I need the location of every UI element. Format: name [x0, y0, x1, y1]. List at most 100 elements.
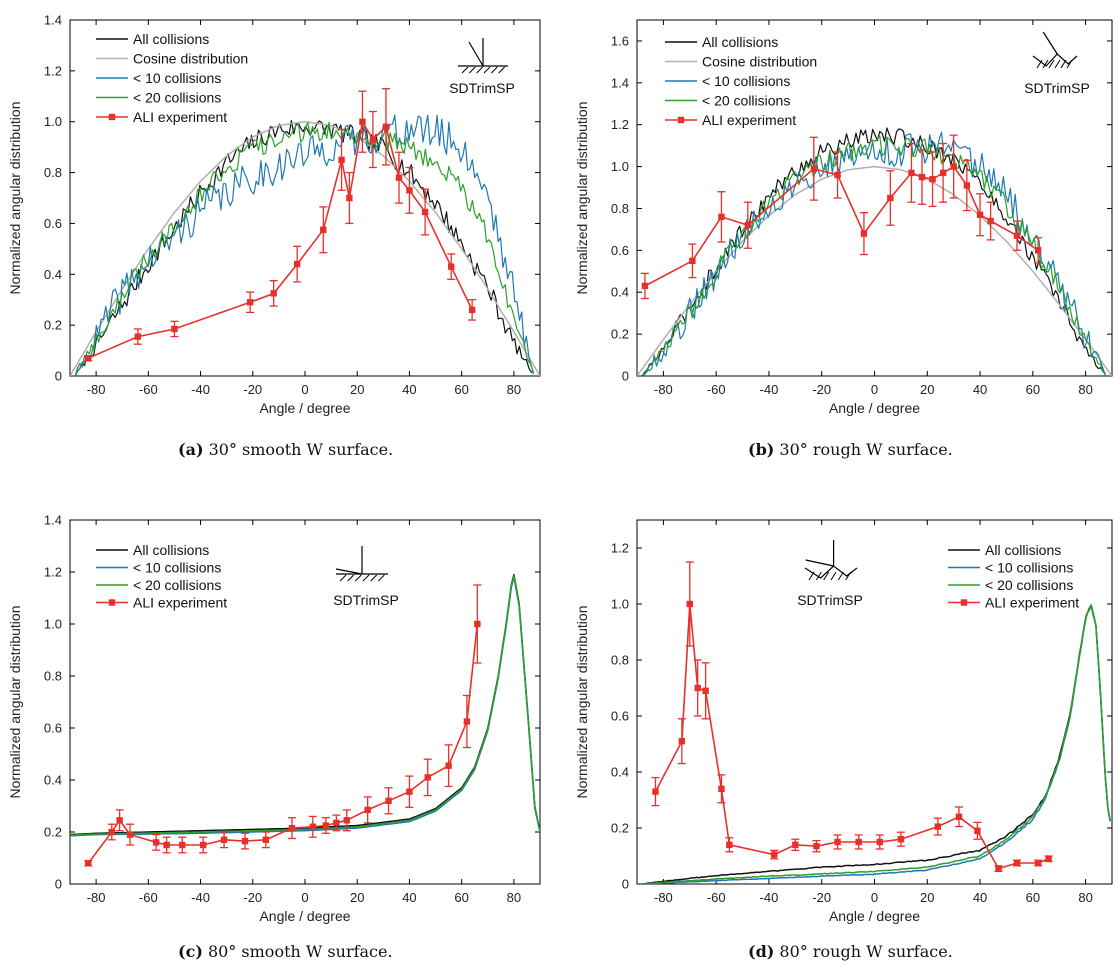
- y-tick-label: 0.2: [44, 318, 62, 333]
- legend-label: ALI experiment: [133, 109, 227, 125]
- chart-panel-c: -80 -60 -40 -20 0 20 40 60 80 0 0.2 0.4 0.6 0.8 1.0 1.2…: [7, 513, 541, 924]
- x-tick-label: -60: [139, 382, 158, 397]
- data-point: [834, 838, 841, 846]
- legend-label: < 20 collisions: [702, 93, 790, 109]
- x-tick-label: 20: [350, 890, 364, 905]
- data-point: [448, 263, 455, 270]
- data-point: [834, 171, 841, 179]
- legend: All collisions < 10 collisions< 20 collis…: [948, 542, 1079, 611]
- legend-label: ALI experiment: [133, 595, 227, 611]
- x-tick-label: 40: [973, 382, 987, 397]
- y-tick-label: 0.4: [44, 267, 62, 282]
- series-line: [74, 114, 535, 376]
- legend-label: All collisions: [133, 542, 209, 558]
- legend-label: < 20 collisions: [133, 577, 221, 593]
- surface-hatch: [370, 574, 378, 582]
- data-point: [1013, 232, 1021, 239]
- y-tick-label: 1.4: [611, 75, 629, 90]
- x-tick-label: -20: [243, 890, 262, 905]
- data-point: [934, 823, 942, 830]
- legend-label: < 10 collisions: [133, 560, 221, 576]
- x-tick-label: 80: [1078, 382, 1092, 397]
- data-point: [395, 174, 403, 181]
- data-point: [108, 828, 115, 836]
- surface-hatch: [498, 66, 506, 74]
- data-point: [322, 822, 330, 829]
- y-tick-label: 0.2: [611, 821, 629, 836]
- x-tick-label: -20: [812, 382, 831, 397]
- x-tick-label: 80: [507, 890, 521, 905]
- data-point: [950, 163, 957, 170]
- caption-a: (a) 30° smooth W surface.: [178, 440, 394, 459]
- data-point: [1034, 247, 1042, 254]
- x-tick-label: 0: [871, 890, 878, 905]
- data-point: [726, 841, 733, 848]
- series-line: [642, 604, 1111, 884]
- legend-label: Cosine distribution: [133, 51, 248, 67]
- x-tick-label: -80: [654, 890, 673, 905]
- y-tick-label: 0: [55, 369, 62, 384]
- data-point: [792, 841, 799, 848]
- surface-hatch: [815, 571, 822, 581]
- data-point: [152, 839, 160, 846]
- surface-hatch: [347, 574, 355, 582]
- x-tick-label: 20: [920, 890, 934, 905]
- data-point: [220, 836, 228, 843]
- data-point: [929, 175, 936, 183]
- x-tick-label: -20: [243, 382, 262, 397]
- x-tick-label: 0: [301, 890, 308, 905]
- y-tick-label: 1.0: [44, 114, 62, 129]
- surface-hatch: [1048, 59, 1055, 69]
- sdtrimsp-label: SDTrimSP: [449, 80, 515, 96]
- data-point: [987, 217, 994, 225]
- y-tick-label: 0.2: [611, 327, 629, 342]
- series-line: [70, 120, 540, 376]
- surface-hatch: [808, 571, 815, 581]
- data-point: [85, 355, 92, 362]
- data-point: [424, 774, 431, 781]
- y-tick-label: 0.4: [611, 285, 629, 300]
- data-point: [163, 841, 170, 849]
- series-line: [70, 576, 540, 837]
- x-tick-label: -40: [760, 890, 779, 905]
- surface-hatch: [461, 66, 469, 74]
- incident-beam: [805, 559, 834, 567]
- series-line: [87, 623, 479, 864]
- y-tick-label: 1.0: [611, 597, 629, 612]
- data-point: [652, 788, 659, 795]
- surface-hatch: [1066, 59, 1073, 69]
- y-tick-label: 0.8: [44, 669, 62, 684]
- y-tick-label: 1.2: [611, 541, 629, 556]
- series-line: [641, 131, 1106, 376]
- data-point: [270, 290, 277, 297]
- sdtrimsp-label: SDTrimSP: [333, 592, 399, 608]
- data-point: [939, 169, 947, 177]
- surface-hatch: [468, 66, 476, 74]
- x-tick-label: 80: [507, 382, 521, 397]
- data-point: [246, 299, 254, 306]
- data-point: [199, 841, 207, 849]
- x-tick-label: -60: [707, 890, 726, 905]
- series-line: [642, 135, 1106, 376]
- x-axis-label: Angle / degree: [829, 400, 920, 416]
- x-tick-label: -80: [87, 890, 106, 905]
- x-tick-label: -40: [760, 382, 779, 397]
- x-tick-label: -80: [654, 382, 673, 397]
- data-point: [338, 156, 345, 164]
- legend-marker: [960, 599, 968, 606]
- data-point: [421, 208, 429, 216]
- data-point: [995, 865, 1002, 872]
- data-point: [343, 817, 350, 824]
- x-tick-label: 60: [454, 382, 468, 397]
- data-point: [744, 222, 752, 229]
- y-tick-label: 0.6: [44, 721, 62, 736]
- data-point: [813, 843, 820, 850]
- x-tick-label: -60: [707, 382, 726, 397]
- data-point: [1013, 859, 1021, 867]
- data-point: [293, 260, 301, 268]
- x-axis-label: Angle / degree: [259, 400, 350, 416]
- incidence-symbol: [1032, 31, 1078, 69]
- y-tick-label: 0: [55, 877, 62, 892]
- legend-marker: [677, 116, 685, 124]
